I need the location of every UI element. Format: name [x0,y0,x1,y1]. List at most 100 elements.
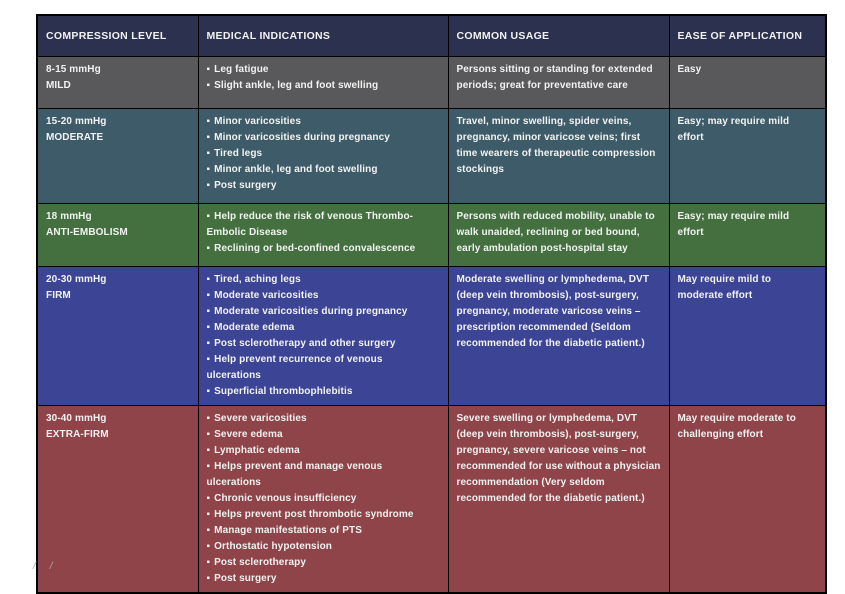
bullet-icon: ▪ [206,132,211,143]
indication-text: Manage manifestations of PTS [214,525,362,536]
column-header: MEDICAL INDICATIONS [197,14,449,57]
pressure-range: 20-30 mmHg [46,274,107,285]
indication-item: ▪ Superficial thrombophlebitis [207,384,440,400]
common-usage-cell: Persons sitting or standing for extended… [447,56,670,109]
indication-text: Tired legs [214,148,263,159]
ease-of-application-cell: Easy [668,56,827,109]
indication-text: Superficial thrombophlebitis [214,386,353,397]
indication-item: ▪ Post sclerotherapy [207,555,440,571]
indication-item: ▪ Reclining or bed-confined convalescence [207,241,440,257]
slash-mark: / [33,561,36,572]
indication-text: Chronic venous insufficiency [214,493,357,504]
indication-item: ▪ Minor varicosities during pregnancy [207,130,440,146]
ease-of-application-cell: Easy; may require mild effort [668,203,827,267]
indication-text: Orthostatic hypotension [214,541,333,552]
medical-indications-cell: ▪ Tired, aching legs ▪ Moderate varicositie… [197,266,449,406]
indication-item: ▪ Minor ankle, leg and foot swelling [207,162,440,178]
indication-text: Post sclerotherapy and other surgery [214,338,396,349]
bullet-icon: ▪ [206,64,211,75]
medical-indications-cell: ▪ Minor varicosities ▪ Minor varicosities d… [197,108,449,204]
bullet-icon: ▪ [206,445,211,456]
bullet-icon: ▪ [206,541,211,552]
indication-text: Minor varicosities [214,116,301,127]
bullet-icon: ▪ [206,338,211,349]
slash-mark: / [49,561,53,572]
level-name: ANTI-EMBOLISM [46,227,128,238]
indication-text: Moderate varicosities during pregnancy [214,306,408,317]
indication-item: ▪ Help reduce the risk of venous Thrombo-… [207,209,440,241]
indication-item: ▪ Minor varicosities [207,114,440,130]
column-header: EASE OF APPLICATION [668,14,827,57]
bullet-icon: ▪ [206,354,211,365]
column-header: COMPRESSION LEVEL [36,14,199,57]
indication-item: ▪ Severe edema [207,427,440,443]
table-row: 18 mmHg ANTI-EMBOLISM ▪ Help reduce the ris… [36,203,827,267]
bullet-icon: ▪ [206,243,211,254]
indication-text: Minor ankle, leg and foot swelling [214,164,378,175]
medical-indications-cell: ▪ Help reduce the risk of venous Thrombo-… [197,203,449,267]
ease-of-application-cell: May require mild to moderate effort [668,266,827,406]
bullet-icon: ▪ [206,290,211,301]
compression-level-cell: 18 mmHg ANTI-EMBOLISM [36,203,199,267]
indication-item: ▪ Chronic venous insufficiency [207,491,440,507]
indication-item: ▪ Tired, aching legs [207,272,440,288]
indication-text: Severe edema [214,429,283,440]
indication-text: Leg fatigue [214,64,269,75]
indication-text: Help prevent recurrence of venous ulcera… [206,354,383,381]
indication-item: ▪ Leg fatigue [207,62,440,78]
indication-item: ▪ Post surgery [207,178,440,194]
indication-item: ▪ Slight ankle, leg and foot swelling [207,78,440,94]
indication-text: Post sclerotherapy [214,557,306,568]
pressure-range: 30-40 mmHg [46,413,107,424]
bullet-icon: ▪ [206,461,211,472]
bullet-icon: ▪ [206,493,211,504]
level-name: FIRM [46,290,71,301]
bullet-icon: ▪ [206,148,211,159]
pressure-range: 15-20 mmHg [46,116,107,127]
bullet-icon: ▪ [206,429,211,440]
common-usage-cell: Moderate swelling or lymphedema, DVT (de… [447,266,670,406]
bullet-icon: ▪ [206,211,211,222]
table-row: 20-30 mmHg FIRM ▪ Tired, aching legs ▪ Modera… [36,266,827,406]
common-usage-cell: Severe swelling or lymphedema, DVT (deep… [447,405,670,594]
indication-item: ▪ Lymphatic edema [207,443,440,459]
indication-text: Moderate varicosities [214,290,319,301]
indication-item: ▪ Helps prevent post thrombotic syndrome [207,507,440,523]
level-name: MODERATE [46,132,104,143]
pressure-range: 8-15 mmHg [46,64,101,75]
indication-text: Moderate edema [214,322,295,333]
indication-item: ▪ Severe varicosities [207,411,440,427]
column-header: COMMON USAGE [447,14,670,57]
medical-indications-cell: ▪ Leg fatigue ▪ Slight ankle, leg and foot … [197,56,449,109]
indication-item: ▪ Moderate varicosities during pregnancy [207,304,440,320]
indication-text: Slight ankle, leg and foot swelling [214,80,379,91]
pressure-range: 18 mmHg [46,211,92,222]
indication-text: Tired, aching legs [214,274,301,285]
compression-levels-table: COMPRESSION LEVEL MEDICAL INDICATIONS COMM… [36,14,827,594]
bullet-icon: ▪ [206,80,211,91]
ease-of-application-cell: May require moderate to challenging effo… [668,405,827,594]
indication-item: ▪ Post surgery [207,571,440,587]
indication-text: Lymphatic edema [214,445,300,456]
indication-item: ▪ Moderate edema [207,320,440,336]
header-row: COMPRESSION LEVEL MEDICAL INDICATIONS COMM… [36,14,827,57]
bullet-icon: ▪ [206,274,211,285]
ease-of-application-cell: Easy; may require mild effort [668,108,827,204]
bullet-icon: ▪ [206,413,211,424]
indication-text: Reclining or bed-confined convalescence [214,243,416,254]
bullet-icon: ▪ [206,525,211,536]
indication-item: ▪ Orthostatic hypotension [207,539,440,555]
indication-text: Severe varicosities [214,413,307,424]
compression-level-cell: 15-20 mmHg MODERATE [36,108,199,204]
bullet-icon: ▪ [206,180,211,191]
compression-level-cell: 8-15 mmHg MILD [36,56,199,109]
table-row: 30-40 mmHg EXTRA-FIRM ▪ Severe varicosities… [36,405,827,594]
bullet-icon: ▪ [206,116,211,127]
indication-text: Helps prevent and manage venous ulcerati… [206,461,383,488]
indication-item: ▪ Post sclerotherapy and other surgery [207,336,440,352]
level-name: MILD [46,80,71,91]
indication-item: ▪ Moderate varicosities [207,288,440,304]
indication-item: ▪ Tired legs [207,146,440,162]
indication-item: ▪ Manage manifestations of PTS [207,523,440,539]
level-name: EXTRA-FIRM [46,429,109,440]
